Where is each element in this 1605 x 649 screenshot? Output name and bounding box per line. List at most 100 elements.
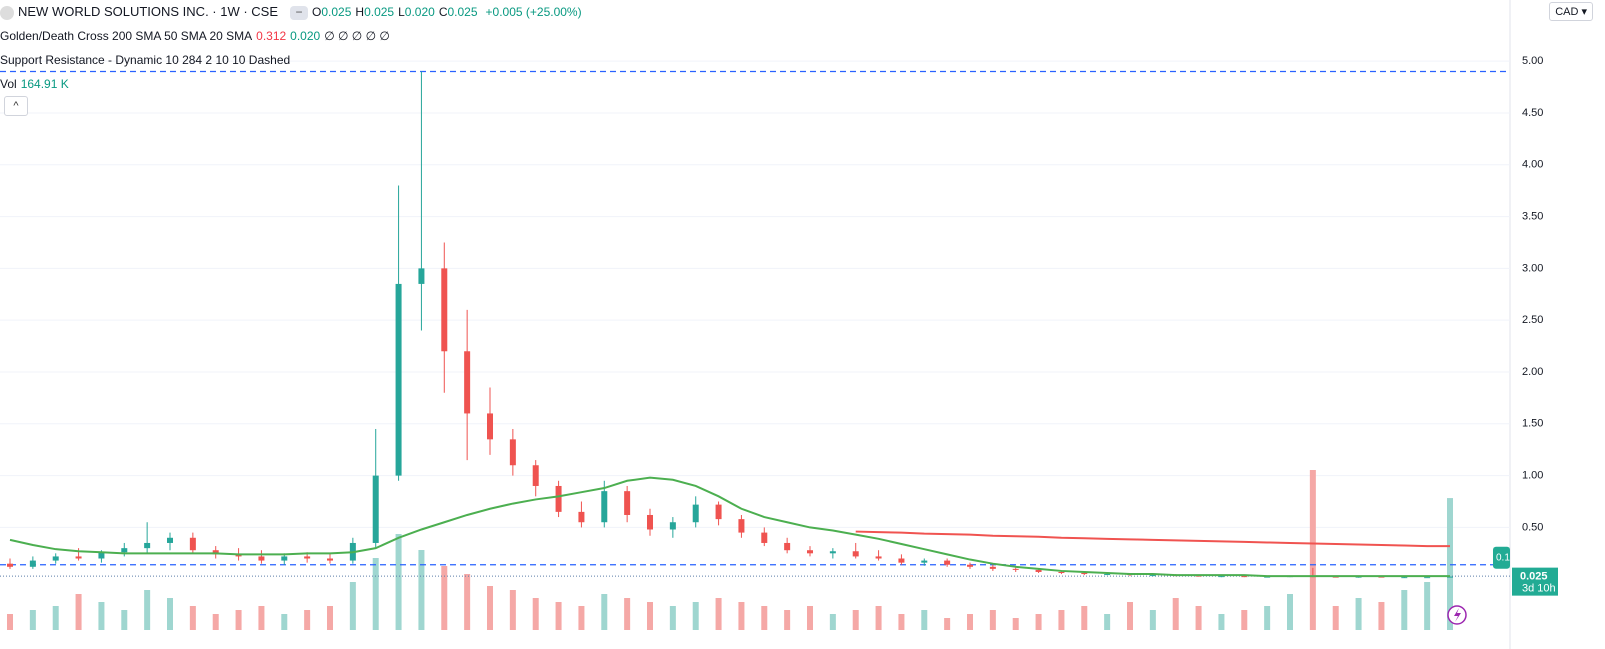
volume-bar [7, 614, 13, 630]
volume-bar [532, 598, 539, 630]
volume-bar [327, 606, 333, 630]
volume-bar [144, 590, 151, 630]
volume-bar [578, 606, 585, 630]
candle-body [989, 566, 996, 569]
candle-body [189, 537, 196, 551]
y-tick-label: 0.50 [1522, 521, 1543, 533]
volume-bar [189, 606, 196, 630]
y-tick-label: 3.50 [1522, 210, 1543, 222]
ohlc: O0.025 H0.025 L0.020 C0.025 [312, 5, 482, 19]
candle-body [1355, 576, 1362, 578]
candle-body [898, 558, 905, 563]
candle-body [532, 465, 539, 486]
candle-body [647, 514, 653, 530]
volume-bar [1127, 602, 1133, 630]
candle-body [395, 283, 402, 476]
volume-bar [669, 606, 676, 630]
currency: CAD [1555, 6, 1579, 18]
candle-body [921, 560, 928, 563]
volume-bar [601, 594, 608, 630]
price-badge [1512, 567, 1558, 596]
candle-body [1424, 577, 1431, 579]
candle-body [761, 532, 768, 543]
currency-select[interactable]: CAD ▾ [1549, 2, 1593, 21]
candle-body [258, 556, 265, 561]
volume-bar [761, 606, 768, 630]
volume-bar [944, 618, 951, 630]
ohlc-key: L [398, 5, 405, 19]
candle-body [327, 558, 333, 561]
candle-body [7, 563, 13, 567]
legend: NEW WORLD SOLUTIONS INC. · 1W · CSE − O0.0… [0, 0, 586, 96]
candle-body [1332, 576, 1339, 578]
candle-body [1081, 573, 1088, 575]
volume-bar [967, 614, 973, 630]
volume-bar [989, 610, 996, 630]
indicator-row: Golden/Death Cross 200 SMA 50 SMA 20 SMA… [0, 24, 586, 48]
volume-bar [1218, 614, 1225, 630]
candle-body [1264, 576, 1271, 578]
volume-bar [1149, 610, 1156, 630]
candle-body [98, 552, 105, 559]
candle-body [281, 556, 288, 561]
candle-body [1401, 577, 1408, 579]
ohlc-value: 0.025 [364, 5, 395, 19]
volume-bar [167, 598, 173, 630]
candle-body [1058, 571, 1065, 574]
y-tick-label: 1.00 [1522, 470, 1543, 482]
candle-body [1012, 568, 1019, 570]
volume-bar [441, 566, 448, 630]
y-tick-label: 4.00 [1522, 159, 1543, 171]
countdown-label: 3d 10h [1522, 583, 1556, 595]
ohlc-value: 0.020 [404, 5, 435, 19]
volume-bar [1241, 610, 1248, 630]
collapse-button[interactable]: ^ [4, 96, 28, 116]
indicator-value: ∅ ∅ ∅ ∅ ∅ [324, 29, 390, 43]
candle-body [167, 537, 173, 543]
volume-bar [1378, 602, 1385, 630]
indicator-name: Golden/Death Cross 200 SMA 50 SMA 20 SMA [0, 29, 253, 43]
volume-bar [258, 606, 265, 630]
volume-value: 164.91 K [20, 77, 69, 91]
candle-body [624, 491, 631, 515]
price-badge [1493, 546, 1510, 569]
volume-bar [1104, 614, 1111, 630]
price-badge-label: 0.1 [1496, 552, 1510, 563]
volume-bar [555, 602, 562, 630]
volume-bar [692, 602, 699, 630]
candle-body [304, 556, 311, 559]
candle-body [235, 554, 242, 557]
candle-body [509, 439, 516, 466]
candle-body [807, 550, 813, 554]
candle-body [1218, 576, 1225, 578]
candle-body [852, 551, 859, 557]
indicator-line [9, 476, 1450, 578]
volume-bar [624, 598, 631, 630]
candle-body [464, 351, 471, 414]
volume-bar [281, 614, 288, 630]
candle-body [418, 268, 425, 284]
volume-bar [1447, 498, 1453, 630]
volume-bar [1287, 594, 1293, 630]
volume-bar [212, 614, 219, 630]
candle-body [1104, 574, 1111, 576]
volume-bar [1355, 598, 1362, 630]
volume-bar [1264, 606, 1271, 630]
volume-bar [1035, 614, 1042, 630]
candle-body [738, 519, 745, 533]
y-tick-label: 4.50 [1522, 107, 1543, 119]
volume-name: Vol [0, 77, 17, 91]
volume-bar [898, 614, 905, 630]
candle-body [829, 551, 836, 554]
alert-bolt [1454, 608, 1461, 622]
candle-body [1378, 576, 1385, 578]
candle-body [487, 413, 493, 440]
indicator-name: Support Resistance - Dynamic 10 284 2 10… [0, 53, 291, 67]
candle-body [372, 475, 379, 543]
candle-body [441, 268, 448, 352]
y-tick-label: 1.50 [1522, 418, 1543, 430]
candle-body [144, 542, 151, 549]
volume-bar [372, 558, 379, 630]
hide-button[interactable]: − [290, 5, 309, 20]
